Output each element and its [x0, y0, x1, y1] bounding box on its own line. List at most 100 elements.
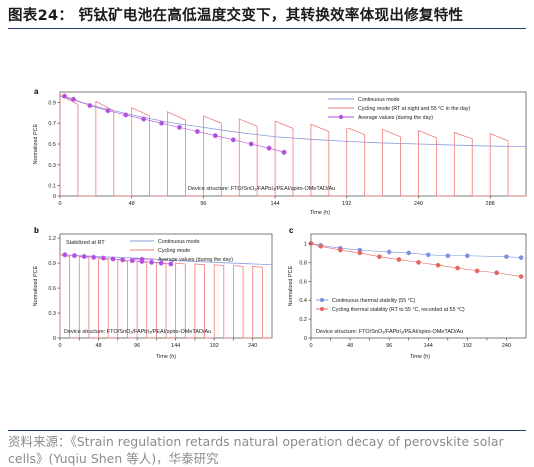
panel-a-xtick-label: 96 — [200, 201, 206, 207]
panel-c-axes: 0 48 96 144 192 240 0 0.2 0.4 0.6 0.8 1 — [299, 241, 511, 349]
panel-b-ytick-label: 0.6 — [48, 286, 56, 292]
panel-b-series-continuous-line — [59, 254, 273, 266]
panel-c-legend-entry: Cycling thermal stability (RT to 55 °C, … — [332, 307, 465, 313]
panel-c-xtick-label: 96 — [386, 343, 392, 349]
panel-c-series-thermal_red-point — [377, 254, 382, 260]
panel-b-xtick-label: 192 — [210, 343, 219, 349]
panel-a-legend-bg — [328, 94, 518, 128]
panel-a-series-average-point — [281, 149, 287, 155]
panel-a-legend-marker — [338, 114, 344, 120]
panel-c-series-thermal_blue-point — [425, 252, 431, 258]
panel-a-series-average-point — [123, 112, 129, 118]
panel-c-series-thermal_red-point — [455, 265, 460, 271]
panel-c-ytick-label: 0.2 — [299, 317, 307, 323]
panel-a-letter: a — [34, 87, 39, 96]
panel-a-legend-entry: Continuous mode — [358, 97, 400, 103]
panel-a-series-average-line — [64, 95, 285, 153]
panel-c-series-thermal_red-point — [474, 268, 480, 274]
panel-a-ytick-label: 0.7 — [48, 121, 56, 127]
panel-a-series-average-point — [176, 124, 183, 131]
panel-a-xtick-label: 48 — [129, 201, 135, 207]
panel-b-xtick-label: 96 — [134, 343, 140, 349]
panel-c-ytick-label: 0.8 — [299, 260, 307, 266]
panel-a-ytick-label: 0.5 — [48, 142, 56, 148]
figure-title: 图表24： 钙钛矿电池在高低温度交变下，其转换效率体现出修复特性 — [8, 8, 464, 24]
panel-c-series-thermal_red-point — [357, 250, 363, 256]
panel-c-series-thermal_red-point — [435, 262, 441, 268]
panel-a-xlabel: Time (h) — [310, 210, 330, 216]
panel-a-series-average-point — [158, 120, 165, 126]
panel-a: a 0 48 96 144 192 240 288 0 0.1 0.3 0.5 0.7 0.9 Time… — [33, 87, 527, 216]
panel-b-stabilized-note: Stabilized at RT — [66, 240, 105, 246]
panel-a-series-cycling — [59, 94, 526, 197]
panel-b-ytick-label: 0.3 — [48, 311, 56, 317]
panel-a-ytick-label: 0.9 — [48, 100, 56, 106]
panel-a-marks — [59, 93, 527, 197]
panel-b-series-average-point — [168, 261, 174, 267]
panel-c-series-thermal_blue-point — [518, 255, 524, 260]
panel-b-xtick-label: 48 — [95, 343, 101, 349]
panel-b-xtick-label: 0 — [58, 343, 61, 349]
panel-c-xtick-label: 48 — [347, 343, 353, 349]
panel-c-letter: c — [289, 226, 294, 235]
panel-c-series-thermal_red-line — [310, 243, 522, 277]
panel-b-series-average-point — [81, 253, 87, 260]
source-note: 资料来源：《Strain regulation retards natural … — [8, 434, 504, 449]
panel-b-series-average-point — [148, 259, 155, 265]
panel-b-series-average-point — [71, 252, 78, 259]
panel-a-xtick-label: 144 — [270, 201, 279, 207]
panel-b-legend-marker — [139, 256, 145, 262]
panel-a-ytick-label: 0 — [53, 194, 56, 200]
panel-b-xtick-label: 144 — [171, 343, 180, 349]
panel-a-xtick-label: 0 — [58, 201, 61, 207]
panel-c-series-thermal_red-point — [396, 257, 402, 262]
panel-c-marks — [308, 241, 524, 279]
panel-b-series-average-point — [110, 256, 116, 262]
panel-b-ytick-label: 1.2 — [48, 236, 56, 242]
panel-b-legend-entry: Average values (during the day) — [158, 257, 233, 263]
panel-c-device-structure: Device structure: FTO/SnO₂/FAPbI₃/PEAI/s… — [316, 329, 463, 335]
panel-a-device-structure: Device structure: FTO/SnO₂/FAPbI₃/PEAI/s… — [188, 186, 335, 192]
panel-c-legend-entry: Continuous thermal stability (55 °C) — [332, 298, 416, 304]
panel-b-series-average-point — [158, 260, 164, 266]
panel-c-frame — [310, 233, 527, 339]
panel-a-series-average-point — [266, 145, 272, 151]
panel-b-ytick-label: 0 — [53, 336, 56, 342]
panel-a-series-average-point — [248, 141, 254, 147]
panel-b-xlabel: Time (h) — [156, 354, 176, 360]
panel-c-ytick-label: 0.4 — [299, 298, 307, 304]
panel-c-xlabel: Time (h) — [410, 354, 430, 360]
panel-c-series-thermal_red-point — [337, 247, 343, 253]
panel-b-marks — [59, 252, 273, 339]
panel-c-ytick-label: 0.6 — [299, 279, 307, 285]
panel-c-legend-marker — [319, 297, 325, 303]
panel-a-ytick-label: 0.1 — [48, 184, 56, 190]
panel-a-xtick-label: 288 — [486, 201, 495, 207]
panel-b-series-average-point — [62, 252, 68, 258]
panel-a-series-average-point — [105, 108, 111, 114]
panel-c-series-thermal_red-point — [518, 274, 524, 279]
panel-a-ylabel: Normalized PCE — [33, 123, 39, 164]
panel-a-series-average-point — [61, 93, 68, 99]
panel-b-xtick-label: 240 — [248, 343, 257, 349]
panel-b-legend: Continuous mode Cycling mode Average value… — [130, 239, 233, 263]
panel-c-ytick-label: 0 — [304, 336, 307, 342]
panel-c-legend: Continuous thermal stability (55 °C) Cycl… — [316, 297, 465, 313]
panel-b-legend-entry: Continuous mode — [158, 239, 200, 245]
panel-a-series-average-point — [212, 133, 218, 139]
panel-a-legend-entry: Cycling mode (RT at night and 55 °C in t… — [358, 106, 471, 112]
panel-c-xtick-label: 0 — [309, 343, 312, 349]
panel-c-xtick-label: 144 — [424, 343, 433, 349]
panel-b-series-average-point — [119, 257, 126, 263]
panel-b-ytick-label: 0.9 — [48, 261, 56, 267]
panel-c-series-thermal_red-point — [318, 243, 324, 249]
panel-c-series-thermal_blue-point — [445, 253, 451, 259]
panel-a-series-average-point — [87, 102, 93, 109]
panel-a-series-average-point — [140, 116, 147, 122]
panel-a-series-average-point — [194, 128, 201, 135]
panel-a-series-average-point — [70, 96, 77, 102]
panel-b-device-structure: Device structure: FTO/SnO₂/FAPbI₃/PEAI/s… — [64, 329, 211, 335]
panel-a-xtick-label: 192 — [342, 201, 351, 207]
panel-b-legend-entry: Cycling mode — [158, 248, 190, 254]
